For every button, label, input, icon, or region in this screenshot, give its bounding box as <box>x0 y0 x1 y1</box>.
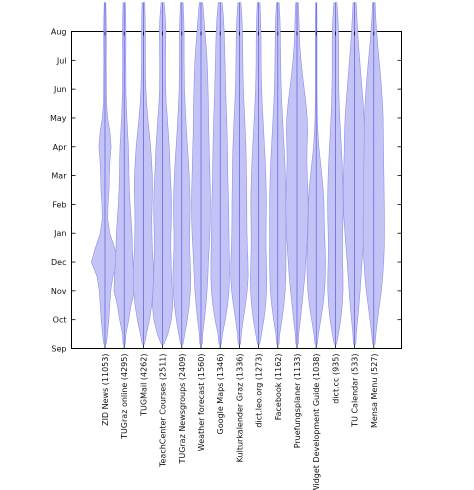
violins-group <box>91 2 385 345</box>
y-tick-label: Nov <box>51 287 67 296</box>
violin-12 <box>306 2 326 345</box>
y-tick-label: Mar <box>51 172 67 181</box>
y-tick-label: Feb <box>52 200 66 209</box>
x-tick-label: TU Calendar (533) <box>351 354 360 428</box>
violin-7 <box>210 2 230 345</box>
y-tick-label: Jul <box>56 56 67 65</box>
x-tick-label: dict.leo.org (1273) <box>255 354 264 428</box>
violin-4 <box>152 2 174 345</box>
violin-15 <box>362 2 385 345</box>
x-tick-label: dict.cc (935) <box>331 354 340 404</box>
x-axis: ZID News (11053) TUGraz online (4295) TUGM… <box>101 31 379 490</box>
y-tick-label: Jan <box>53 229 66 238</box>
violin-6 <box>191 2 211 345</box>
violin-8 <box>230 2 249 345</box>
x-tick-label: Facebook (1162) <box>274 354 283 421</box>
violin-3 <box>132 2 154 345</box>
violin-10 <box>269 2 287 345</box>
x-tick-label: Google Maps (1346) <box>216 354 225 435</box>
violin-2 <box>113 2 135 345</box>
y-tick-label: Dec <box>51 258 66 267</box>
x-tick-label: Mensa Menu (527) <box>370 354 379 429</box>
violin-5 <box>172 2 192 345</box>
y-tick-label: Apr <box>53 143 68 152</box>
x-tick-label: Pruefungsplaner (1133) <box>293 354 302 449</box>
y-tick-label: Jun <box>53 85 67 94</box>
y-tick-label: Aug <box>51 28 67 37</box>
x-tick-label: Widget Development Guide (1038) <box>312 354 321 490</box>
x-tick-label: TUGraz online (4295) <box>120 354 129 440</box>
x-tick-label: Weather forecast (1560) <box>197 354 206 452</box>
y-axis: Sep Oct Nov Dec Jan Feb Mar Apr May Jun Jul Aug <box>50 28 402 354</box>
y-tick-label: Sep <box>51 345 66 354</box>
x-tick-label: ZID News (11053) <box>101 354 110 426</box>
x-tick-label: TUGMail (4262) <box>139 354 148 417</box>
y-tick-label: May <box>50 114 67 123</box>
x-tick-label: TeachCenter Courses (2511) <box>159 354 168 469</box>
x-tick-label: Kulturkalender Graz (1336) <box>235 354 244 463</box>
x-tick-label: TUGraz Newsgroups (2409) <box>178 354 187 465</box>
violin-13 <box>327 2 344 345</box>
violin-9 <box>250 2 268 345</box>
violin-11 <box>285 2 309 345</box>
y-tick-label: Oct <box>53 316 67 325</box>
violin-1 <box>91 2 119 345</box>
